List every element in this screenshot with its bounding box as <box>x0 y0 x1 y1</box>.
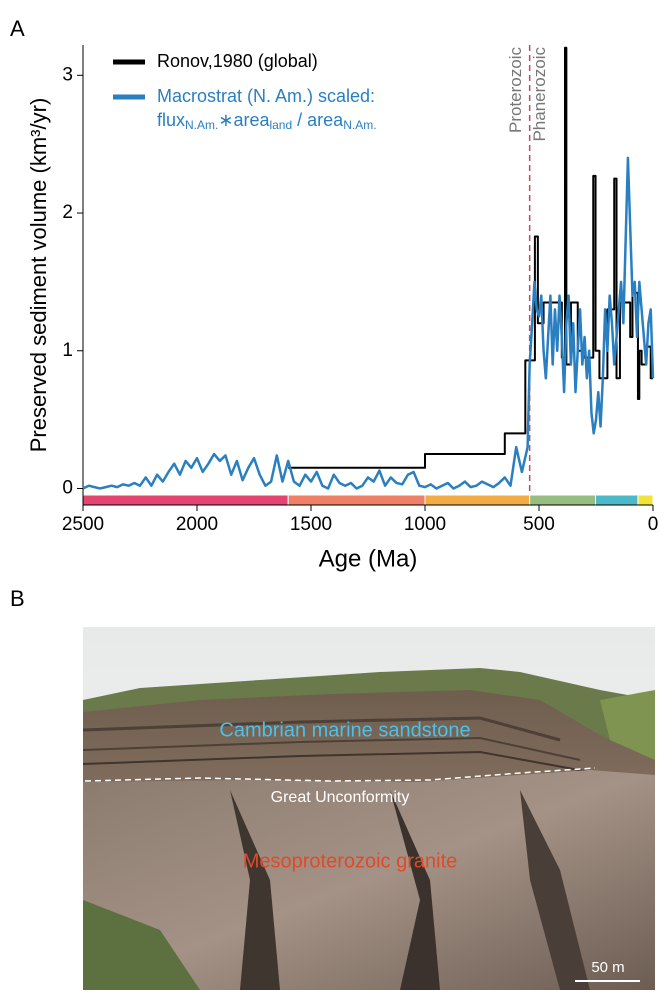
legend-formula-part: / area <box>292 110 344 130</box>
x-tick-label: 0 <box>648 514 659 535</box>
sandstone-label: Cambrian marine sandstone <box>219 719 470 741</box>
timescale-segment <box>529 494 597 506</box>
x-axis-label: Age (Ma) <box>319 545 418 572</box>
plot-area: 0 1 2 3 2500 2000 1500 1000 500 0 Age (Ma) Preserve… <box>26 45 658 572</box>
legend-formula-part: N.Am. <box>185 118 218 132</box>
x-tick-label: 1500 <box>290 514 332 535</box>
y-tick-label: 0 <box>62 477 73 498</box>
timescale-segment <box>82 494 289 506</box>
series-line <box>288 46 653 469</box>
y-tick-label: 3 <box>62 64 73 85</box>
y-tick-label: 1 <box>62 340 73 361</box>
series-line <box>82 156 655 490</box>
scale-label: 50 m <box>591 959 624 976</box>
crevice <box>390 790 440 990</box>
granite-label: Mesoproterozoic granite <box>243 850 458 872</box>
grass <box>83 900 200 990</box>
crevice <box>230 790 280 990</box>
x-tick-label: 2000 <box>176 514 218 535</box>
y-axis-label: Preserved sediment volume (km³/yr) <box>26 98 51 453</box>
legend-formula-part: N.Am. <box>343 118 376 132</box>
legend-label: Macrostrat (N. Am.) scaled: <box>157 86 375 106</box>
era-label: Proterozoic <box>506 47 525 133</box>
photo: Cambrian marine sandstone Great Unconfor… <box>83 627 655 990</box>
legend-label: Ronov,1980 (global) <box>157 51 318 71</box>
bedding <box>83 750 591 773</box>
unconformity-line <box>84 767 596 782</box>
legend-formula: fluxN.Am.∗arealand / areaN.Am. <box>157 110 377 132</box>
bedding <box>83 716 561 742</box>
x-tick-label: 500 <box>523 514 555 535</box>
x-tick-label: 1000 <box>404 514 446 535</box>
era-label: Phanerozoic <box>530 47 549 142</box>
timescale-segment <box>287 494 426 506</box>
bedding <box>83 736 581 761</box>
y-tick-label: 2 <box>62 202 73 223</box>
timescale-segment <box>424 494 531 506</box>
grass <box>600 690 655 760</box>
panel-label: B <box>10 586 25 611</box>
crevice <box>520 790 590 990</box>
x-tick-label: 2500 <box>62 514 104 535</box>
unconformity-label: Great Unconformity <box>271 789 410 806</box>
timescale-segment <box>637 494 654 506</box>
legend-formula-part: ∗area <box>218 110 270 130</box>
granite <box>83 770 655 990</box>
legend-formula-part: flux <box>157 110 185 130</box>
timescale-segment <box>595 494 639 506</box>
legend-formula-part: land <box>269 118 292 132</box>
panel-label: A <box>10 16 25 41</box>
